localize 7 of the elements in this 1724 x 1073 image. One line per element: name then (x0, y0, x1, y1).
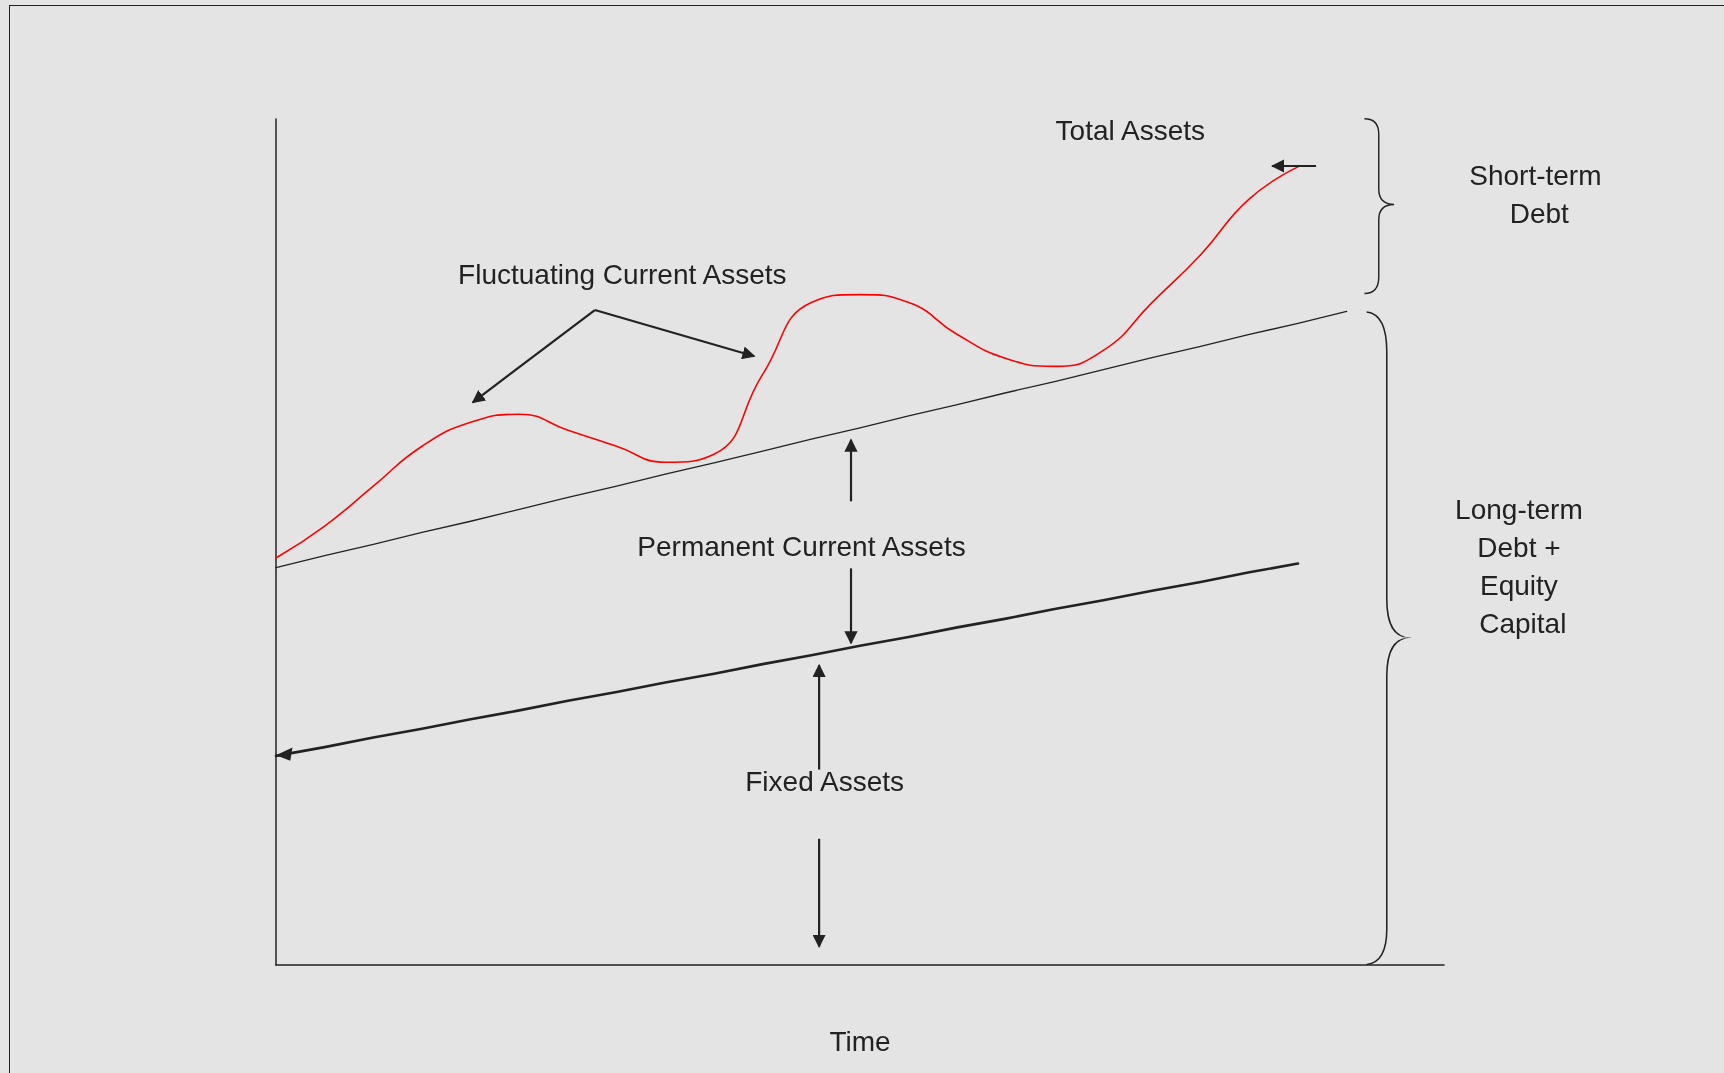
annotation: Fixed Assets (745, 766, 904, 798)
annotation: Permanent Current Assets (637, 530, 966, 562)
text: Long-term Debt + Equity Capital (1455, 493, 1591, 639)
x-axis-title: Time (829, 1025, 891, 1057)
annotation: Fluctuating Current Assets (458, 259, 787, 291)
text: Total Assets (1055, 115, 1205, 147)
text: Short-term Debt (1469, 160, 1610, 230)
